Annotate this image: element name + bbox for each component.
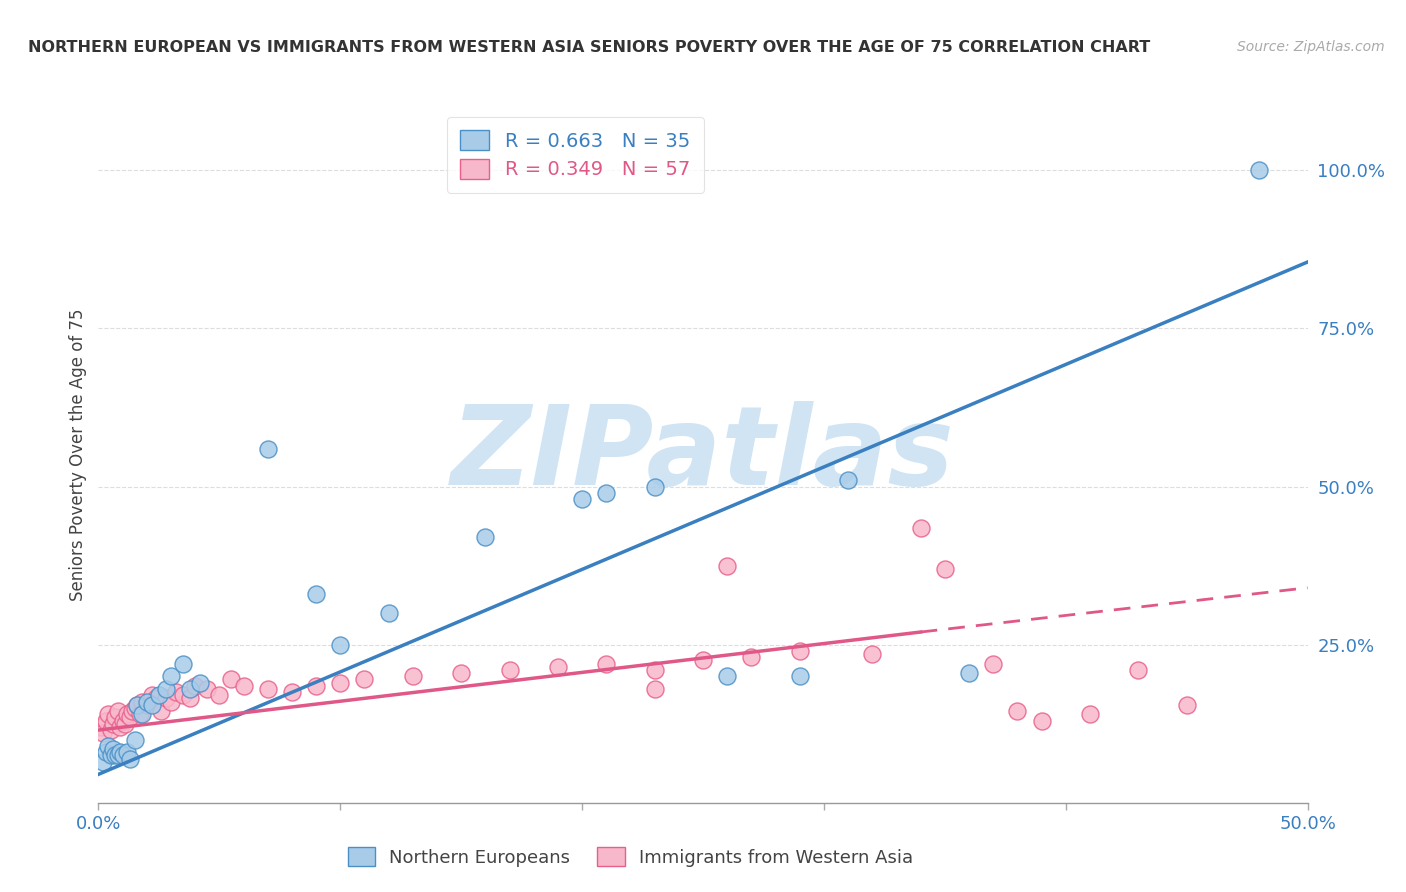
Point xyxy=(644,663,666,677)
Point xyxy=(124,732,146,747)
Point xyxy=(934,562,956,576)
Text: NORTHERN EUROPEAN VS IMMIGRANTS FROM WESTERN ASIA SENIORS POVERTY OVER THE AGE O: NORTHERN EUROPEAN VS IMMIGRANTS FROM WES… xyxy=(28,40,1150,55)
Point xyxy=(127,698,149,712)
Point xyxy=(107,748,129,763)
Point xyxy=(595,657,617,671)
Point xyxy=(837,473,859,487)
Point xyxy=(910,521,932,535)
Text: Source: ZipAtlas.com: Source: ZipAtlas.com xyxy=(1237,40,1385,54)
Point xyxy=(108,745,131,759)
Point xyxy=(981,657,1004,671)
Point xyxy=(789,669,811,683)
Point xyxy=(498,663,520,677)
Point xyxy=(128,707,150,722)
Point xyxy=(692,653,714,667)
Point xyxy=(91,726,114,740)
Point xyxy=(155,681,177,696)
Point xyxy=(789,644,811,658)
Point xyxy=(221,673,243,687)
Point xyxy=(118,710,141,724)
Point xyxy=(716,558,738,573)
Point xyxy=(104,710,127,724)
Point xyxy=(256,681,278,696)
Point xyxy=(97,707,120,722)
Point xyxy=(172,688,194,702)
Point xyxy=(101,742,124,756)
Point xyxy=(644,479,666,493)
Point xyxy=(111,714,134,728)
Point xyxy=(179,681,201,696)
Point xyxy=(100,748,122,763)
Point xyxy=(547,660,569,674)
Point xyxy=(172,657,194,671)
Point xyxy=(1249,163,1271,178)
Point xyxy=(135,695,157,709)
Point xyxy=(150,704,173,718)
Point xyxy=(232,679,254,693)
Point xyxy=(141,688,163,702)
Point xyxy=(329,638,352,652)
Point xyxy=(1175,698,1198,712)
Point xyxy=(141,698,163,712)
Point xyxy=(94,745,117,759)
Point xyxy=(474,530,496,544)
Point xyxy=(595,486,617,500)
Point xyxy=(111,748,134,763)
Point xyxy=(107,704,129,718)
Point xyxy=(195,681,218,696)
Point xyxy=(104,748,127,763)
Point xyxy=(184,679,207,693)
Point xyxy=(305,587,328,601)
Point xyxy=(160,695,183,709)
Point xyxy=(117,745,139,759)
Point xyxy=(100,723,122,737)
Point xyxy=(121,704,143,718)
Point xyxy=(94,714,117,728)
Point xyxy=(91,755,114,769)
Point xyxy=(131,695,153,709)
Point xyxy=(377,606,399,620)
Point xyxy=(114,716,136,731)
Point xyxy=(127,698,149,712)
Point xyxy=(97,739,120,753)
Point xyxy=(256,442,278,456)
Point xyxy=(716,669,738,683)
Legend: Northern Europeans, Immigrants from Western Asia: Northern Europeans, Immigrants from West… xyxy=(340,840,921,874)
Point xyxy=(740,650,762,665)
Point xyxy=(124,701,146,715)
Point xyxy=(90,720,112,734)
Point xyxy=(860,647,883,661)
Point xyxy=(329,675,352,690)
Point xyxy=(148,688,170,702)
Y-axis label: Seniors Poverty Over the Age of 75: Seniors Poverty Over the Age of 75 xyxy=(69,309,87,601)
Point xyxy=(1078,707,1101,722)
Point xyxy=(160,669,183,683)
Point xyxy=(305,679,328,693)
Point xyxy=(1128,663,1150,677)
Point xyxy=(571,492,593,507)
Text: ZIPatlas: ZIPatlas xyxy=(451,401,955,508)
Point xyxy=(108,720,131,734)
Point xyxy=(179,691,201,706)
Point xyxy=(644,681,666,696)
Point xyxy=(155,691,177,706)
Point xyxy=(188,675,211,690)
Point xyxy=(131,707,153,722)
Point xyxy=(1007,704,1029,718)
Point xyxy=(450,666,472,681)
Point xyxy=(353,673,375,687)
Point xyxy=(957,666,980,681)
Point xyxy=(145,691,167,706)
Point xyxy=(117,707,139,722)
Point xyxy=(165,685,187,699)
Point xyxy=(208,688,231,702)
Point xyxy=(281,685,304,699)
Point xyxy=(101,716,124,731)
Point xyxy=(135,698,157,712)
Point xyxy=(1031,714,1053,728)
Point xyxy=(402,669,425,683)
Point xyxy=(118,751,141,765)
